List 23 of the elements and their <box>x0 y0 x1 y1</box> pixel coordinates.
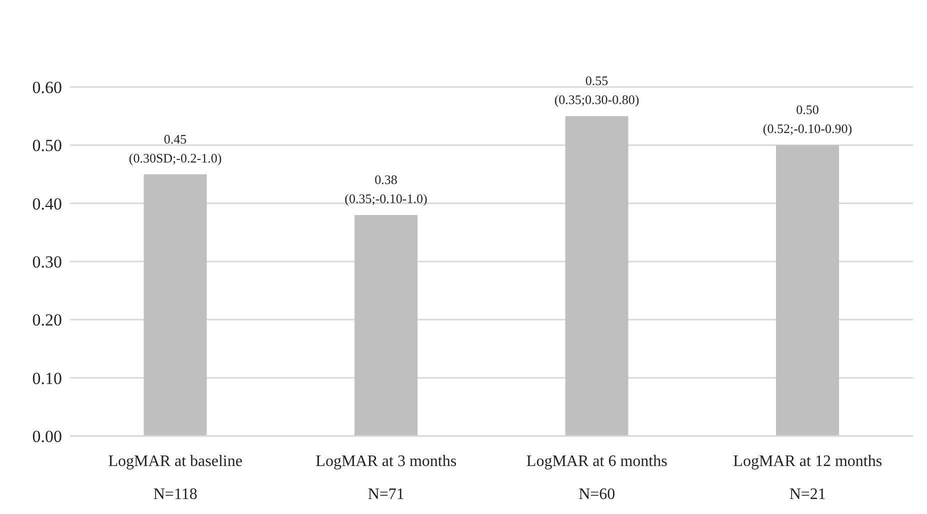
x-tick-label: LogMAR at 6 months <box>526 453 668 470</box>
x-tick-label: LogMAR at 12 months <box>733 453 882 470</box>
x-tick-label: LogMAR at baseline <box>108 453 242 470</box>
data-label: 0.50 (0.52;-0.10-0.90) <box>762 102 852 136</box>
y-tick-label: 0.40 <box>32 194 62 214</box>
x-tick-label: LogMAR at 3 months <box>316 453 457 470</box>
text: N=21 <box>789 486 826 503</box>
text: N=71 <box>368 486 404 503</box>
bar <box>354 214 418 436</box>
bar <box>144 174 207 436</box>
y-tick-label: 0.30 <box>32 252 62 272</box>
y-tick-label: 0.00 <box>32 427 62 446</box>
data-label: 0.38 (0.35;-0.10-1.0) <box>344 172 428 206</box>
bar <box>565 116 628 436</box>
text: N=60 <box>578 486 616 503</box>
y-tick-label: 0.60 <box>32 78 62 98</box>
bar <box>776 145 840 436</box>
y-tick-label: 0.20 <box>32 310 62 330</box>
data-label: 0.45 (0.30SD;-0.2-1.0) <box>128 131 222 166</box>
y-tick-label: 0.10 <box>32 368 62 388</box>
y-tick-label: 0.50 <box>32 136 62 156</box>
text: N=118 <box>153 486 198 503</box>
data-label: 0.55 (0.35;0.30-0.80) <box>554 73 640 108</box>
